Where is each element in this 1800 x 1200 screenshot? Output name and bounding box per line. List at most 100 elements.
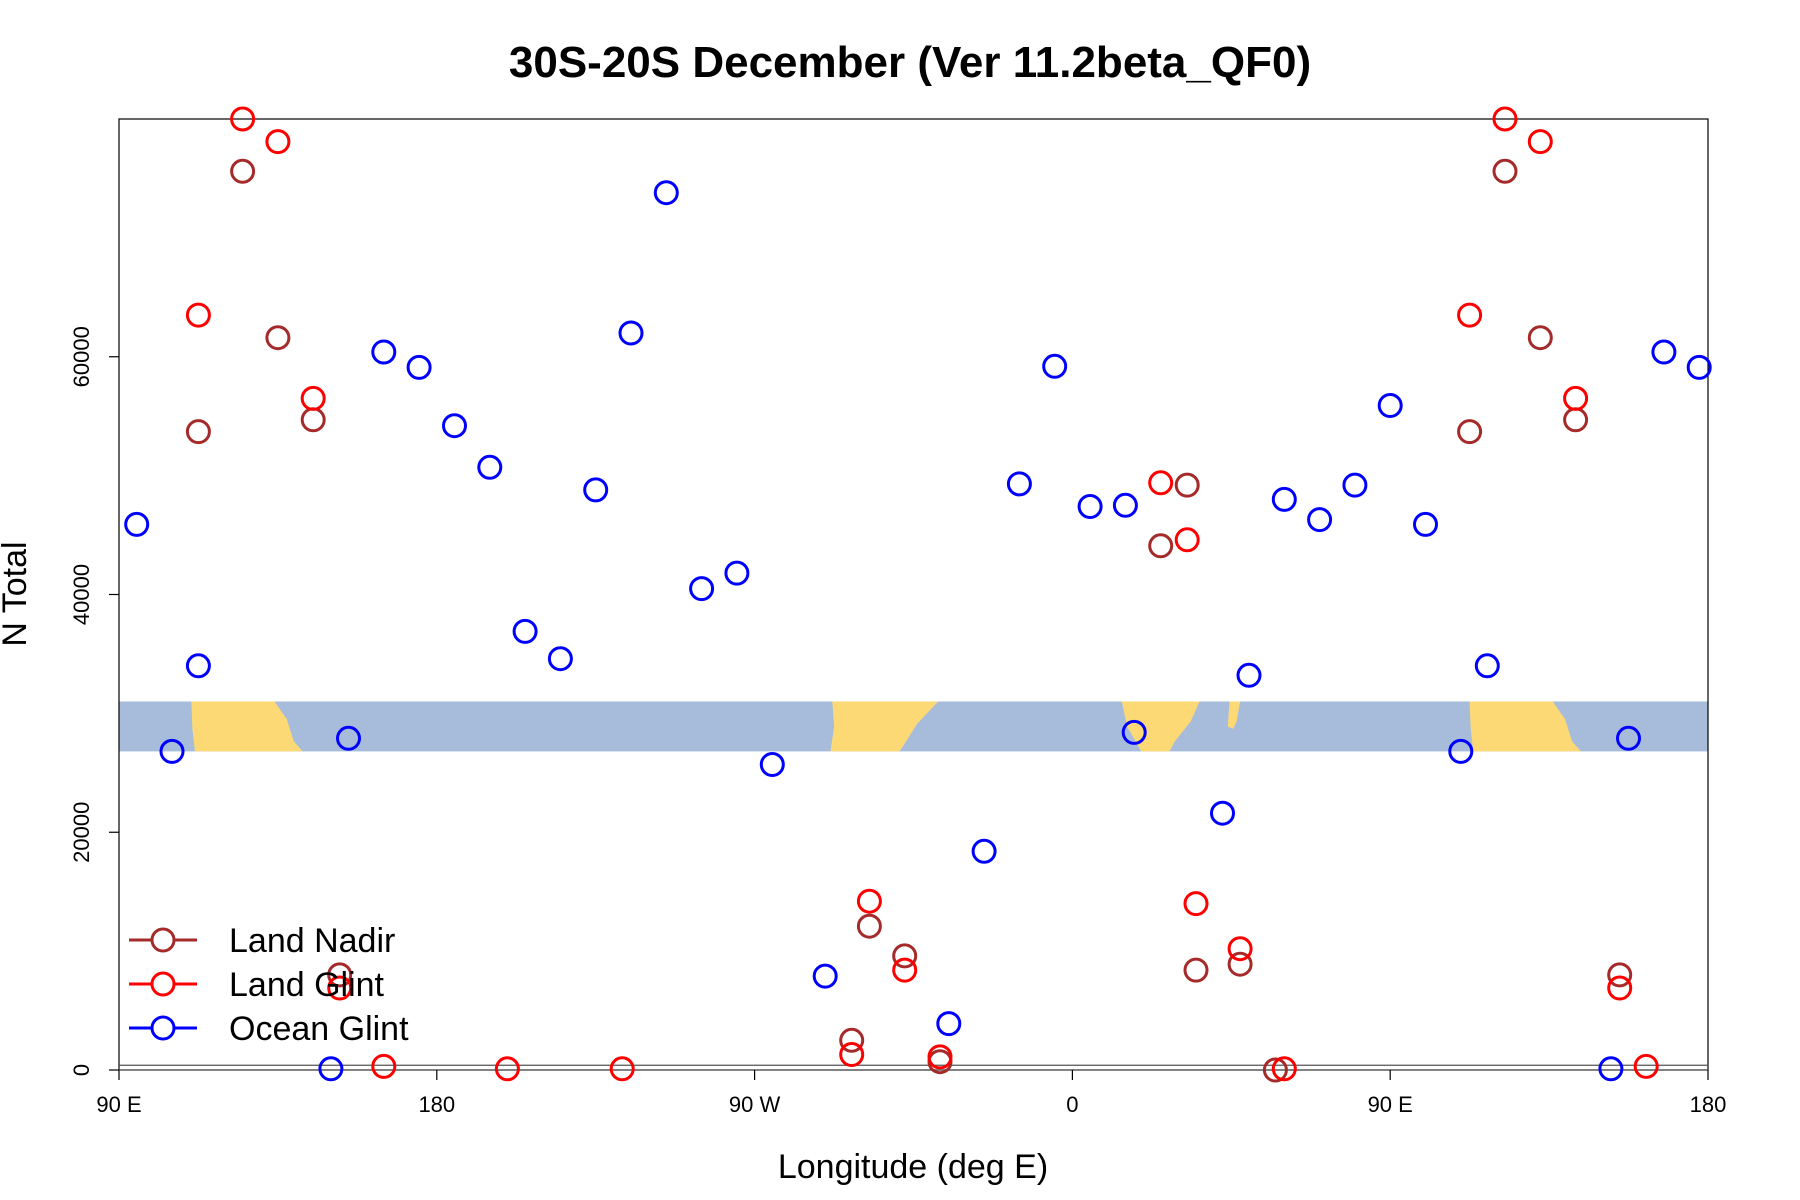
- data-point: [1183, 957, 1209, 983]
- data-point: [318, 1056, 344, 1082]
- data-point: [609, 1056, 635, 1082]
- data-point: [1527, 129, 1553, 155]
- data-point: [1457, 302, 1483, 328]
- data-point: [1307, 507, 1333, 533]
- y-axis: 0 20000 40000 60000: [69, 326, 119, 1076]
- legend-label: Land Nadir: [229, 922, 395, 960]
- y-tick-label: 40000: [69, 564, 94, 625]
- data-point: [653, 180, 679, 206]
- data-point: [759, 752, 785, 777]
- x-axis: 90 E 180 90 W 0 90 E 180: [96, 1070, 1726, 1117]
- data-point: [1042, 353, 1068, 379]
- continent-shape: [830, 701, 939, 752]
- continent-shape: [1227, 701, 1241, 729]
- data-point: [1651, 339, 1677, 365]
- data-point: [1148, 470, 1174, 496]
- data-point: [618, 320, 644, 346]
- data-point: [1377, 393, 1403, 418]
- data-points: [124, 106, 1712, 1083]
- data-point: [1563, 407, 1589, 433]
- series-land-glint: [185, 106, 1659, 1082]
- data-point: [971, 838, 997, 864]
- data-point: [230, 158, 256, 184]
- data-point: [185, 653, 211, 679]
- data-point: [856, 888, 882, 914]
- data-point: [494, 1056, 520, 1082]
- y-tick-label: 60000: [69, 326, 94, 387]
- data-point: [230, 106, 256, 132]
- data-point: [1006, 471, 1032, 497]
- y-tick-label: 20000: [69, 802, 94, 863]
- data-point: [1474, 653, 1500, 679]
- data-point: [1342, 472, 1368, 498]
- y-axis-label: N Total: [0, 541, 34, 646]
- data-point: [1492, 106, 1518, 132]
- data-point: [1492, 158, 1518, 184]
- data-point: [1563, 385, 1589, 411]
- legend-marker: [150, 971, 176, 997]
- data-point: [185, 302, 211, 328]
- x-tick-label: 90 W: [729, 1092, 781, 1117]
- data-point: [892, 943, 918, 969]
- data-point: [371, 339, 397, 365]
- data-point: [1112, 492, 1138, 518]
- data-point: [892, 957, 918, 983]
- data-point: [1457, 419, 1483, 445]
- data-point: [159, 738, 185, 764]
- data-point: [689, 576, 715, 602]
- legend-entry: Land Glint: [129, 966, 385, 1004]
- data-point: [927, 1044, 953, 1070]
- data-point: [327, 975, 353, 1001]
- x-tick-label: 180: [1690, 1092, 1727, 1117]
- data-point: [327, 962, 353, 988]
- x-tick-label: 90 E: [1368, 1092, 1413, 1117]
- legend-marker: [150, 927, 176, 953]
- data-point: [1598, 1056, 1624, 1082]
- data-point: [300, 407, 326, 433]
- data-point: [185, 419, 211, 445]
- data-point: [1271, 486, 1297, 512]
- data-point: [1271, 1056, 1297, 1082]
- data-point: [547, 646, 573, 672]
- series-land-nadir: [185, 158, 1633, 1083]
- continent-shape: [1469, 701, 1581, 752]
- data-point: [300, 385, 326, 411]
- continent-shapes: [191, 701, 1581, 752]
- data-point: [1527, 325, 1553, 351]
- legend-entry: Land Nadir: [129, 922, 395, 960]
- data-point: [1174, 472, 1200, 498]
- x-tick-label: 180: [418, 1092, 455, 1117]
- legend-label: Land Glint: [229, 966, 385, 1004]
- chart-title: 30S-20S December (Ver 11.2beta_QF0): [509, 38, 1311, 87]
- data-point: [1607, 975, 1633, 1001]
- x-axis-label: Longitude (deg E): [778, 1148, 1048, 1186]
- data-point: [1077, 494, 1103, 519]
- data-point: [724, 560, 750, 586]
- data-point: [124, 511, 150, 537]
- x-tick-label: 90 E: [96, 1092, 141, 1117]
- data-point: [1413, 511, 1438, 537]
- legend-marker: [150, 1015, 176, 1041]
- series-ocean-glint: [124, 180, 1712, 1082]
- data-point: [1236, 662, 1262, 688]
- data-point: [1183, 891, 1209, 917]
- data-point: [265, 325, 291, 351]
- y-tick-label: 0: [69, 1064, 94, 1076]
- data-point: [406, 354, 432, 380]
- data-point: [1227, 951, 1253, 977]
- data-point: [1227, 936, 1253, 962]
- legend: Land Nadir Land Glint Ocean Glint: [129, 922, 409, 1048]
- continent-shape: [191, 701, 303, 752]
- data-point: [1607, 962, 1633, 988]
- data-point: [1148, 533, 1174, 559]
- data-point: [839, 1027, 865, 1053]
- data-point: [371, 1053, 397, 1079]
- legend-entry: Ocean Glint: [129, 1010, 409, 1048]
- data-point: [1633, 1053, 1659, 1079]
- data-point: [1616, 725, 1641, 751]
- data-point: [477, 454, 503, 480]
- data-point: [936, 1011, 962, 1037]
- data-point: [583, 477, 609, 503]
- data-point: [265, 129, 291, 155]
- legend-label: Ocean Glint: [229, 1010, 409, 1048]
